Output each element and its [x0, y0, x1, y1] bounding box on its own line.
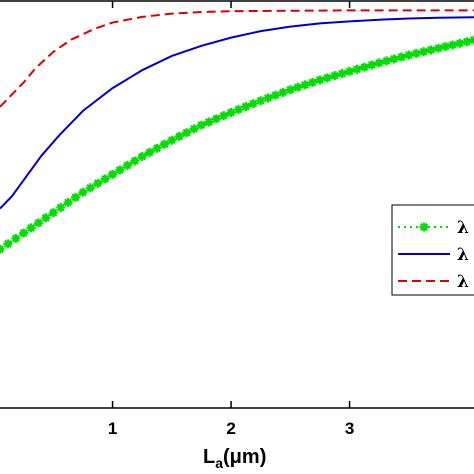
series-marker: [78, 187, 88, 197]
series-marker: [122, 160, 132, 170]
series-marker: [159, 139, 169, 149]
series-marker: [219, 111, 229, 121]
series-marker: [34, 218, 44, 228]
series-marker: [11, 233, 21, 243]
legend-label: λ: [457, 218, 469, 238]
series-marker: [137, 151, 147, 161]
series-marker: [41, 213, 51, 223]
series-marker: [3, 239, 13, 249]
series-marker: [256, 96, 266, 106]
series-layer: [0, 9, 474, 254]
series-marker: [19, 228, 29, 238]
series-marker: [462, 37, 472, 47]
series-marker: [426, 45, 436, 55]
series-marker: [263, 93, 273, 103]
series-marker: [300, 80, 310, 90]
series-marker: [204, 117, 214, 127]
plot-area: [0, 0, 474, 409]
legend-label: λ: [457, 272, 469, 292]
series-marker: [315, 75, 325, 85]
series-marker: [285, 85, 295, 95]
series-line: [0, 9, 474, 108]
series-marker: [189, 124, 199, 134]
series-marker: [345, 66, 355, 76]
series-marker: [411, 48, 421, 58]
x-tick-label: 3: [345, 419, 354, 438]
series-marker: [396, 52, 406, 62]
series-marker: [115, 165, 125, 175]
series-marker: [211, 114, 221, 124]
series-marker: [419, 47, 429, 57]
series-marker: [174, 131, 184, 141]
x-axis-title: La(μm): [203, 446, 266, 471]
series-marker: [293, 82, 303, 92]
series-marker: [448, 40, 458, 50]
legend: λλλ: [391, 204, 474, 296]
series-marker: [322, 73, 332, 83]
series-marker: [100, 174, 110, 184]
series-marker: [0, 244, 5, 254]
series-marker: [182, 128, 192, 138]
x-axis-title-unit: (μm): [223, 446, 266, 468]
series-marker: [26, 223, 36, 233]
series-marker: [367, 60, 377, 70]
series-marker: [71, 192, 81, 202]
series-line: [0, 16, 474, 210]
series-marker: [278, 87, 288, 97]
series-marker: [152, 143, 162, 153]
series-marker: [93, 178, 103, 188]
series-marker: [85, 183, 95, 193]
series-marker: [308, 77, 318, 87]
series-marker: [374, 58, 384, 68]
series-marker: [241, 102, 251, 112]
series-marker: [330, 71, 340, 81]
series-marker: [404, 50, 414, 60]
series-marker: [352, 64, 362, 74]
x-axis-title-subscript: a: [215, 455, 223, 471]
series-marker: [359, 62, 369, 72]
x-ticks: 1 2 3: [108, 1, 354, 438]
series-marker: [226, 108, 236, 118]
series-marker: [441, 42, 451, 52]
series-marker: [108, 169, 118, 179]
legend-marker: [419, 222, 429, 232]
series-marker: [196, 120, 206, 130]
legend-label: λ: [457, 245, 469, 265]
series-marker: [433, 43, 443, 53]
series-marker: [56, 203, 66, 213]
series-marker: [48, 208, 58, 218]
series-marker: [248, 99, 258, 109]
series-marker: [271, 90, 281, 100]
series-marker: [63, 197, 73, 207]
series-marker: [455, 38, 465, 48]
series-marker: [389, 54, 399, 64]
series-marker: [145, 147, 155, 157]
series-marker: [233, 105, 243, 115]
x-tick-label: 1: [108, 419, 117, 438]
series-marker: [167, 135, 177, 145]
series-marker: [337, 69, 347, 79]
series-marker: [382, 56, 392, 66]
series-marker: [469, 35, 474, 45]
series-marker: [130, 156, 140, 166]
x-tick-label: 2: [226, 419, 235, 438]
